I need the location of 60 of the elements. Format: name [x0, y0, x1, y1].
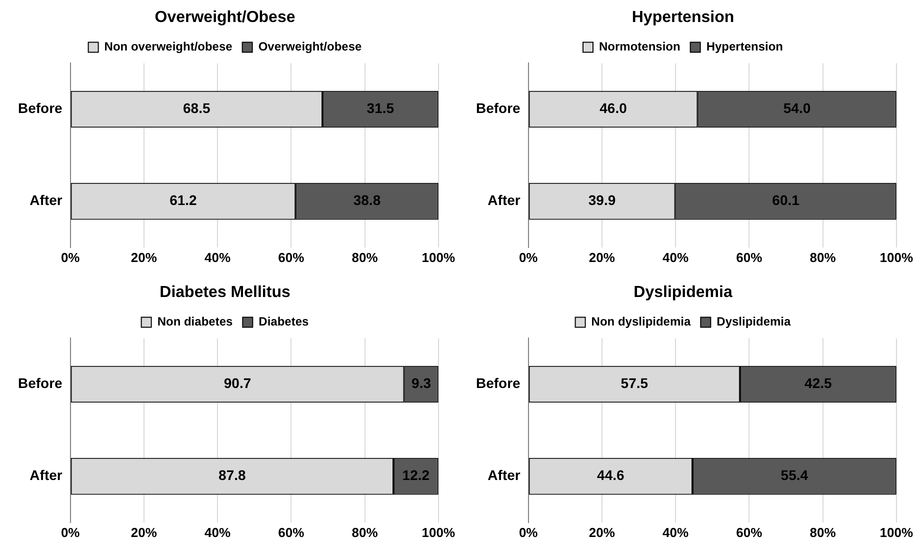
- x-tick-label: 20%: [130, 524, 158, 540]
- y-tick-label: Before: [18, 375, 63, 392]
- x-tick-label: 40%: [662, 524, 689, 540]
- legend-label: Hypertension: [706, 40, 784, 54]
- y-tick-label: Before: [18, 100, 63, 116]
- x-tick-label: 0%: [60, 250, 80, 265]
- data-label: 39.9: [588, 192, 616, 208]
- y-tick-label: After: [30, 467, 63, 484]
- chart-title: Dyslipidemia: [634, 284, 732, 302]
- chart-title: Hypertension: [632, 9, 734, 26]
- y-tick-label: After: [30, 192, 63, 208]
- legend-label: Overweight/obese: [258, 40, 362, 54]
- x-tick-label: 100%: [422, 524, 456, 540]
- data-label: 9.3: [412, 375, 432, 392]
- chart-title: Overweight/Obese: [154, 9, 296, 26]
- x-tick-label: 100%: [880, 250, 914, 265]
- x-tick-label: 0%: [60, 524, 80, 540]
- y-tick-label: Before: [476, 375, 521, 392]
- x-tick-label: 40%: [204, 250, 231, 265]
- data-label: 61.2: [170, 192, 198, 208]
- x-tick-label: 80%: [352, 524, 378, 540]
- x-tick-label: 20%: [130, 250, 158, 265]
- y-tick-label: Before: [476, 100, 521, 116]
- legend-label: Diabetes: [258, 314, 310, 329]
- x-tick-label: 80%: [352, 250, 378, 265]
- legend-label: Normotension: [598, 40, 680, 54]
- x-tick-label: 20%: [588, 524, 616, 540]
- data-label: 87.8: [218, 467, 246, 484]
- x-tick-label: 100%: [880, 524, 914, 540]
- data-label: 38.8: [353, 192, 381, 208]
- x-tick-label: 40%: [662, 250, 689, 265]
- x-tick-label: 40%: [204, 524, 231, 540]
- x-tick-label: 0%: [518, 524, 538, 540]
- x-tick-label: 0%: [518, 250, 538, 265]
- x-tick-label: 20%: [588, 250, 616, 265]
- x-tick-label: 60%: [278, 250, 305, 265]
- data-label: 44.6: [597, 467, 625, 484]
- legend-label: Non dyslipidemia: [591, 314, 691, 329]
- data-label: 60.1: [772, 192, 800, 208]
- data-label: 90.7: [224, 375, 252, 392]
- x-tick-label: 100%: [422, 250, 456, 265]
- legend-label: Non overweight/obese: [104, 40, 233, 54]
- x-tick-label: 60%: [278, 524, 305, 540]
- data-label: 57.5: [620, 375, 648, 392]
- y-tick-label: After: [488, 467, 521, 484]
- data-label: 68.5: [183, 100, 210, 116]
- data-label: 46.0: [600, 100, 628, 116]
- x-tick-label: 60%: [736, 250, 763, 265]
- data-label: 55.4: [780, 467, 808, 484]
- data-label: 42.5: [804, 375, 832, 392]
- data-label: 54.0: [783, 100, 811, 116]
- data-label: 12.2: [402, 467, 430, 484]
- x-tick-label: 80%: [810, 250, 836, 265]
- legend-label: Dyslipidemia: [716, 314, 792, 329]
- chart-title: Diabetes Mellitus: [160, 284, 290, 302]
- data-label: 31.5: [366, 100, 394, 116]
- x-tick-label: 60%: [736, 524, 763, 540]
- legend-label: Non diabetes: [157, 314, 233, 329]
- y-tick-label: After: [488, 192, 521, 208]
- x-tick-label: 80%: [810, 524, 836, 540]
